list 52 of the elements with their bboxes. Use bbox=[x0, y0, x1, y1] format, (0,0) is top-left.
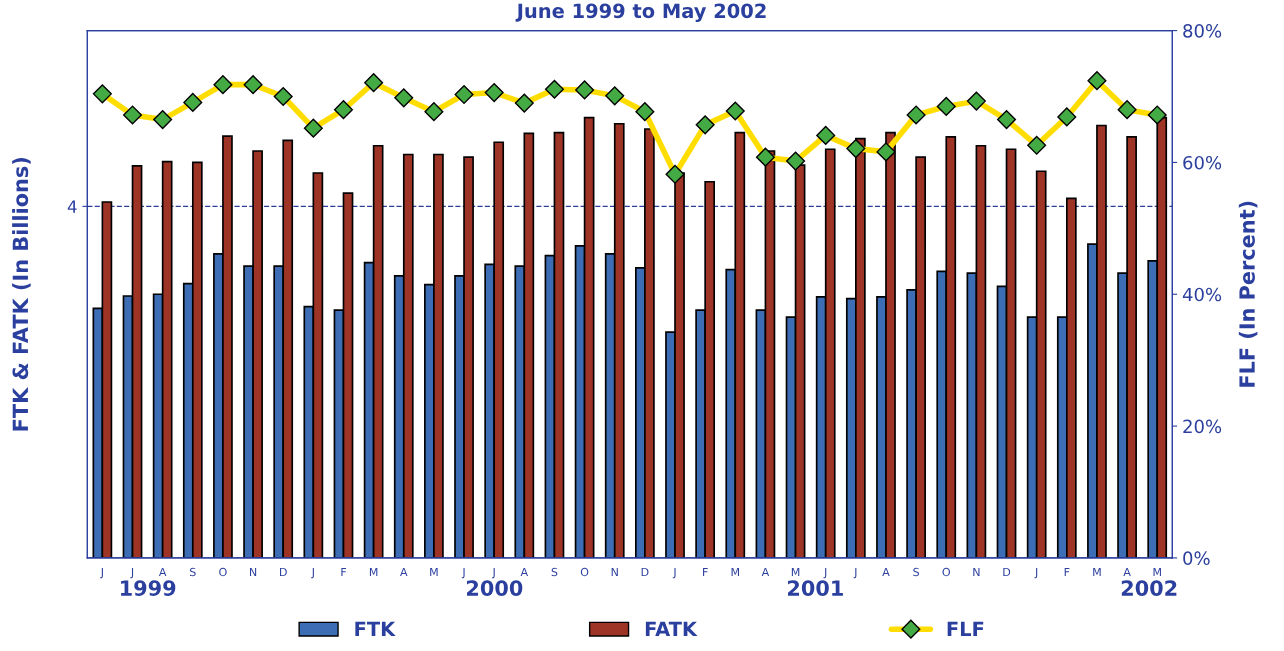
y-axis-title: FTK & FATK (In Billions) bbox=[12, 158, 31, 431]
x-tick-label: S bbox=[190, 567, 196, 577]
x-tick-label: S bbox=[913, 567, 920, 577]
text: 2002 bbox=[1121, 580, 1177, 596]
text: 2001 bbox=[788, 580, 843, 596]
x-tick-label: M bbox=[369, 567, 378, 577]
x-tick-label: J bbox=[461, 567, 465, 579]
x-tick-label: F bbox=[341, 567, 347, 577]
chart-title: June 1999 to May 2002 bbox=[515, 3, 766, 23]
x-tick-label: A bbox=[520, 567, 529, 577]
x-tick-label: J bbox=[491, 567, 495, 579]
x-tick-label: O bbox=[219, 567, 227, 577]
x-tick-label: O bbox=[942, 567, 950, 577]
x-tick-label: J bbox=[1034, 567, 1038, 579]
x-tick-label: M bbox=[1093, 567, 1101, 577]
legend-label: FLF bbox=[947, 621, 984, 636]
x-tick-label: A bbox=[400, 567, 408, 577]
x-tick-label: J bbox=[100, 567, 103, 579]
x-tick-label: J bbox=[853, 567, 857, 579]
y2-tick-label: 40% bbox=[1182, 287, 1222, 302]
x-tick-label: J bbox=[311, 567, 314, 579]
x-tick-label: A bbox=[1123, 567, 1131, 577]
y-tick-label: 4 bbox=[67, 200, 77, 213]
x-tick-label: M bbox=[430, 567, 438, 577]
x-tick-label: J bbox=[672, 567, 676, 579]
x-tick-label: D bbox=[1003, 567, 1011, 577]
legend-label: FATK bbox=[645, 621, 698, 636]
x-tick-label: N bbox=[611, 567, 618, 577]
x-tick-label: A bbox=[761, 567, 770, 577]
y2-tick-label: 60% bbox=[1183, 155, 1222, 170]
text: 1999 bbox=[121, 580, 176, 596]
x-tick-label: F bbox=[1064, 567, 1070, 577]
x-tick-label: F bbox=[703, 567, 708, 577]
x-tick-label: M bbox=[731, 567, 739, 577]
text: 2000 bbox=[467, 580, 523, 596]
x-tick-label: M bbox=[791, 567, 800, 577]
x-tick-label: J bbox=[823, 567, 827, 579]
x-tick-label: D bbox=[641, 567, 649, 577]
x-tick-label: N bbox=[250, 567, 257, 577]
y2-tick-label: 80% bbox=[1183, 24, 1222, 38]
y2-tick-label: 20% bbox=[1183, 419, 1222, 434]
legend-label: FTK bbox=[355, 621, 396, 636]
x-tick-label: A bbox=[158, 567, 167, 577]
x-tick-label: J bbox=[130, 567, 134, 579]
x-tick-label: D bbox=[280, 567, 287, 577]
x-tick-label: A bbox=[882, 567, 890, 577]
x-tick-label: O bbox=[580, 567, 589, 577]
y2-axis-title: FLF (In Percent) bbox=[1238, 201, 1258, 387]
x-tick-label: S bbox=[551, 567, 558, 577]
x-tick-label: M bbox=[1153, 567, 1161, 577]
x-tick-label: N bbox=[973, 567, 980, 577]
y2-tick-label: 0% bbox=[1183, 551, 1210, 566]
